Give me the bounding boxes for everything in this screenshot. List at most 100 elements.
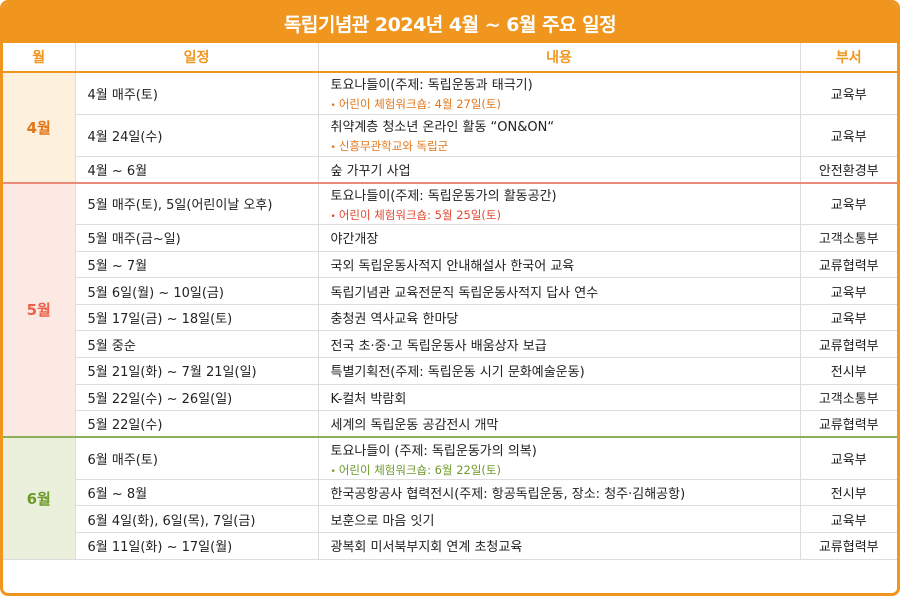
content-text: 토요나들이(주제: 독립운동가의 활동공간) — [330, 188, 557, 204]
content-text: 전국 초·중·고 독립운동사 배움상자 보급 — [330, 338, 547, 354]
table-row: 5월 22일(수) ~ 26일(일) K-컬처 박람회 고객소통부 — [3, 384, 897, 412]
table-row: 5월 ~ 7월 국외 독립운동사적지 안내해설사 한국어 교육 교류협력부 — [3, 251, 897, 279]
table-row: 5월 중순 전국 초·중·고 독립운동사 배움상자 보급 교류협력부 — [3, 330, 897, 359]
schedule-date: 5월 ~ 7월 — [75, 251, 319, 279]
department: 교육부 — [800, 505, 897, 534]
schedule-content: 보훈으로 마음 잇기 — [318, 505, 801, 534]
table-row: 4월 4월 매주(토) 토요나들이(주제: 독립운동과 태극기) • 어린이 체험워크숍… — [3, 72, 897, 184]
content-subnote: • 어린이 체험워크숍: 4월 27일(토) — [331, 96, 788, 112]
table-row: 4월 24일(수) 취약계층 청소년 온라인 활동 “ON&ON“ • 신흥무관학교와… — [3, 114, 897, 157]
table-row: 5월 21일(화) ~ 7월 21일(일) 특별기획전(주제: 독립운동 시기 문… — [3, 357, 897, 385]
header-month: 월 — [3, 43, 76, 73]
schedule-date: 5월 매주(금~일) — [75, 224, 319, 252]
department: 교육부 — [800, 304, 897, 332]
schedule-date: 6월 11일(화) ~ 17일(월) — [75, 532, 319, 560]
content-text: 보훈으로 마음 잇기 — [330, 513, 435, 529]
schedule-date: 6월 ~ 8월 — [75, 479, 319, 507]
content-subnote: • 어린이 체험워크숍: 6월 22일(토) — [331, 462, 788, 478]
table-row: 5월 6일(월) ~ 10일(금) 독립기념관 교육전문직 독립운동사적지 답사 … — [3, 277, 897, 305]
month-label: 6월 — [3, 436, 76, 560]
content-text: 취약계층 청소년 온라인 활동 “ON&ON“ — [330, 120, 555, 135]
bullet-icon: • — [330, 143, 336, 153]
content-text: 충청권 역사교육 한마당 — [330, 312, 459, 328]
department: 전시부 — [800, 479, 897, 507]
table-row: 6월 4일(화), 6일(목), 7일(금) 보훈으로 마음 잇기 교육부 — [3, 505, 897, 534]
content-text: 토요나들이 (주제: 독립운동가의 의복) — [330, 443, 537, 459]
month-label: 4월 — [3, 72, 76, 184]
schedule-table: 월 일정 내용 부서 4월 4월 매주(토) 토요나들이(주제: 독립운동과 태극기… — [3, 43, 897, 560]
content-subnote: • 신흥무관학교와 독립군 — [331, 138, 788, 154]
table-row: 5월 17일(금) ~ 18일(토) 충청권 역사교육 한마당 교육부 — [3, 304, 897, 332]
schedule-content: 토요나들이 (주제: 독립운동가의 의복) • 어린이 체험워크숍: 6월 22일(… — [318, 436, 801, 480]
content-text: 야간개장 — [330, 232, 379, 248]
content-text: 토요나들이(주제: 독립운동과 태극기) — [330, 78, 533, 94]
schedule-content: 한국공항공사 협력전시(주제: 항공독립운동, 장소: 청주·김해공항) — [318, 479, 801, 507]
department: 교육부 — [800, 181, 897, 226]
subnote-text: 어린이 체험워크숍: 5월 25일(토) — [338, 207, 501, 222]
schedule-date: 4월 24일(수) — [75, 114, 319, 157]
schedule-content: 토요나들이(주제: 독립운동과 태극기) • 어린이 체험워크숍: 4월 27일(토… — [318, 72, 801, 115]
schedule-date: 5월 21일(화) ~ 7월 21일(일) — [75, 357, 319, 385]
table-row: 6월 11일(화) ~ 17일(월) 광복회 미서북부지회 연계 초청교육 교류협력… — [3, 532, 897, 560]
page-title: 독립기념관 2024년 4월 ~ 6월 주요 일정 — [3, 3, 897, 43]
content-text: 국외 독립운동사적지 안내해설사 한국어 교육 — [330, 258, 575, 274]
schedule-content: 야간개장 — [318, 224, 801, 252]
header-dept: 부서 — [800, 43, 897, 73]
content-text: 한국공항공사 협력전시(주제: 항공독립운동, 장소: 청주·김해공항) — [330, 487, 686, 503]
department: 교육부 — [800, 277, 897, 305]
schedule-content: 충청권 역사교육 한마당 — [318, 304, 801, 332]
schedule-content: 세계의 독립운동 공감전시 개막 — [318, 410, 801, 438]
schedule-content: 전국 초·중·고 독립운동사 배움상자 보급 — [318, 330, 801, 359]
department: 교류협력부 — [800, 532, 897, 560]
bullet-icon: • — [330, 101, 336, 112]
department: 교류협력부 — [800, 251, 897, 279]
bullet-icon: • — [330, 211, 336, 222]
header-content: 내용 — [318, 43, 801, 73]
table-row: 6월 6월 매주(토) 토요나들이 (주제: 독립운동가의 의복) • 어린이 체험워크… — [3, 436, 897, 560]
header-date: 일정 — [75, 43, 319, 73]
table-body: 4월 4월 매주(토) 토요나들이(주제: 독립운동과 태극기) • 어린이 체험워크숍… — [3, 72, 897, 560]
department: 교류협력부 — [800, 330, 897, 359]
content-text: K-컬처 박람회 — [330, 391, 407, 407]
schedule-content: 독립기념관 교육전문직 독립운동사적지 답사 연수 — [318, 277, 801, 305]
table-header-row: 월 일정 내용 부서 — [3, 43, 897, 73]
subnote-text: 신흥무관학교와 독립군 — [338, 139, 449, 153]
schedule-date: 4월 매주(토) — [75, 72, 319, 115]
schedule-date: 5월 22일(수) ~ 26일(일) — [75, 384, 319, 412]
subnote-text: 어린이 체험워크숍: 4월 27일(토) — [338, 97, 501, 112]
schedule-date: 6월 4일(화), 6일(목), 7일(금) — [75, 505, 319, 534]
schedule-content: K-컬처 박람회 — [318, 384, 801, 412]
table-row: 5월 매주(금~일) 야간개장 고객소통부 — [3, 224, 897, 252]
content-subnote: • 어린이 체험워크숍: 5월 25일(토) — [331, 207, 788, 223]
content-text: 숲 가꾸기 사업 — [330, 163, 411, 179]
department: 교육부 — [800, 114, 897, 157]
table-row: 6월 ~ 8월 한국공항공사 협력전시(주제: 항공독립운동, 장소: 청주·김해… — [3, 479, 897, 507]
subnote-text: 어린이 체험워크숍: 6월 22일(토) — [338, 462, 501, 477]
schedule-date: 5월 22일(수) — [75, 410, 319, 438]
department: 전시부 — [800, 357, 897, 385]
table-row: 5월 22일(수) 세계의 독립운동 공감전시 개막 교류협력부 — [3, 410, 897, 438]
schedule-content: 국외 독립운동사적지 안내해설사 한국어 교육 — [318, 251, 801, 279]
schedule-date: 5월 17일(금) ~ 18일(토) — [75, 304, 319, 332]
content-text: 세계의 독립운동 공감전시 개막 — [330, 418, 499, 434]
department: 교류협력부 — [800, 410, 897, 438]
table-row: 5월 5월 매주(토), 5일(어린이날 오후) 토요나들이(주제: 독립운동가의 … — [3, 181, 897, 438]
department: 교육부 — [800, 436, 897, 480]
month-label: 5월 — [3, 181, 76, 438]
schedule-date: 5월 매주(토), 5일(어린이날 오후) — [75, 181, 319, 226]
department: 교육부 — [800, 72, 897, 115]
department: 고객소통부 — [800, 384, 897, 412]
table-row: 4월 ~ 6월 숲 가꾸기 사업 안전환경부 — [3, 156, 897, 184]
content-text: 광복회 미서북부지회 연계 초청교육 — [330, 540, 523, 556]
schedule-content: 광복회 미서북부지회 연계 초청교육 — [318, 532, 801, 560]
schedule-content: 토요나들이(주제: 독립운동가의 활동공간) • 어린이 체험워크숍: 5월 25일… — [318, 181, 801, 226]
department: 고객소통부 — [800, 224, 897, 252]
schedule-date: 4월 ~ 6월 — [75, 156, 319, 184]
schedule-content: 숲 가꾸기 사업 — [318, 156, 801, 184]
content-text: 특별기획전(주제: 독립운동 시기 문화예술운동) — [330, 365, 585, 381]
content-text: 독립기념관 교육전문직 독립운동사적지 답사 연수 — [330, 285, 599, 301]
schedule-date: 5월 6일(월) ~ 10일(금) — [75, 277, 319, 305]
schedule-content: 취약계층 청소년 온라인 활동 “ON&ON“ • 신흥무관학교와 독립군 — [318, 114, 801, 157]
schedule-content: 특별기획전(주제: 독립운동 시기 문화예술운동) — [318, 357, 801, 385]
